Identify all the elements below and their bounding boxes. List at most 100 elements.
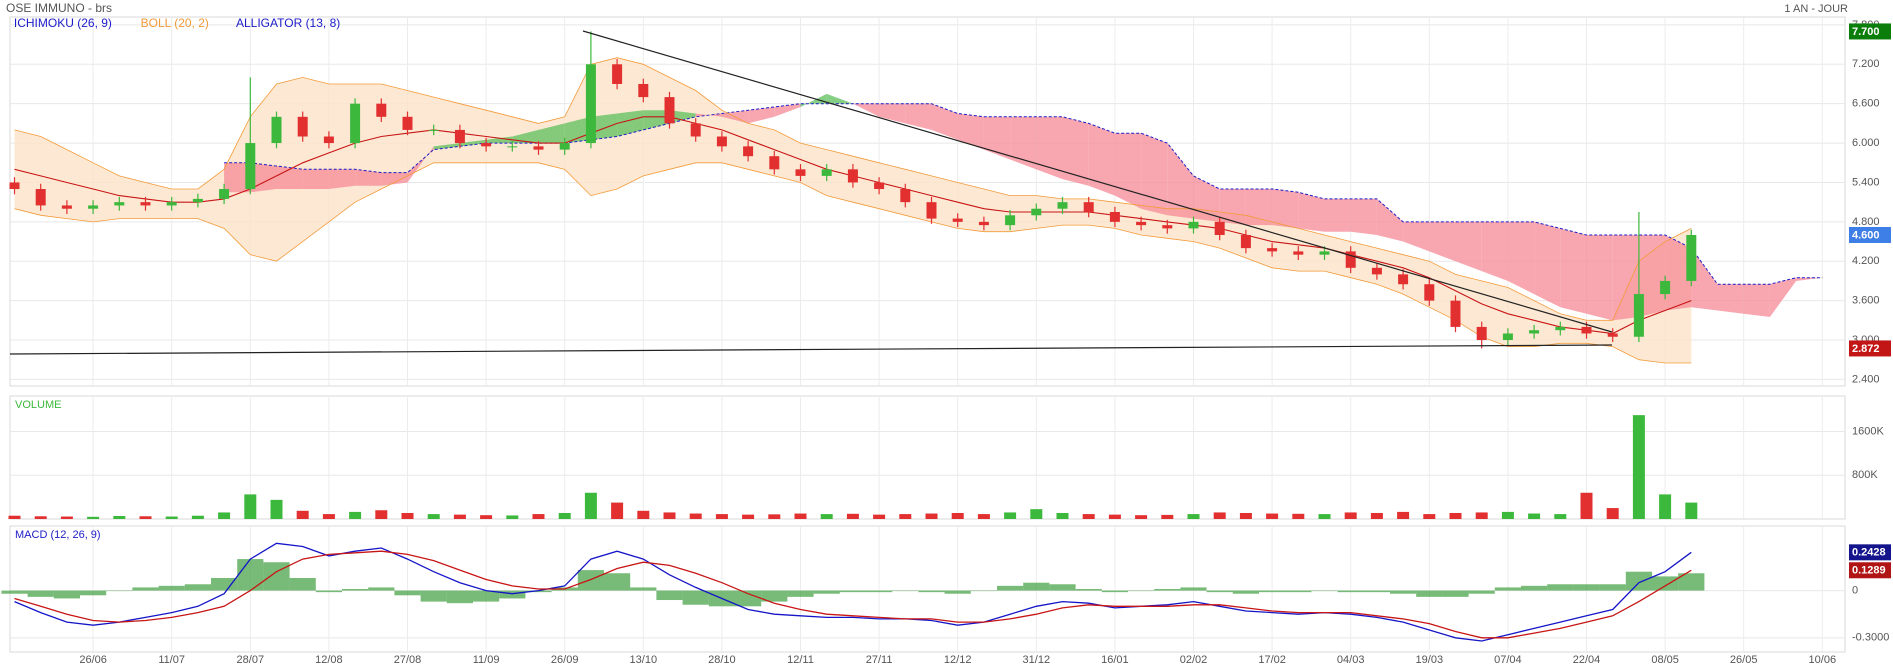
ichimoku-cloud [250, 162, 277, 193]
macd-histogram [315, 590, 342, 593]
candle-body [166, 202, 177, 206]
ichimoku-cloud [1141, 133, 1168, 216]
volume-bar [296, 510, 309, 519]
volume-bar [165, 516, 178, 519]
macd-histogram [1625, 571, 1652, 591]
legend-entry: ICHIMOKU (26, 9) [14, 16, 112, 30]
ichimoku-cloud [564, 116, 591, 144]
y-tick-label: 6.600 [1852, 98, 1880, 110]
volume-bar [1056, 512, 1069, 519]
macd-histogram [1049, 584, 1076, 591]
x-tick-label: 27/08 [394, 654, 422, 666]
candle-body [1267, 248, 1278, 252]
candle-body [1319, 251, 1330, 255]
x-tick-label: 12/08 [315, 654, 343, 666]
candle-body [350, 103, 361, 144]
volume-bar [1449, 512, 1462, 519]
macd-histogram [499, 590, 526, 599]
ichimoku-cloud [748, 106, 775, 124]
macd-line [14, 550, 1692, 639]
ichimoku-cloud [1245, 189, 1273, 226]
candle-body [428, 129, 439, 131]
ichimoku-cloud [1769, 277, 1797, 318]
ichimoku-cloud [355, 169, 382, 186]
ichimoku-cloud [1036, 116, 1063, 180]
volume-bar [1344, 512, 1357, 519]
macd-histogram [132, 587, 159, 591]
macd-histogram [342, 589, 369, 591]
macd-histogram [892, 590, 919, 592]
volume-bar [1423, 514, 1436, 519]
volume-bar [1685, 502, 1698, 519]
period: 1 AN - JOUR [1784, 3, 1848, 15]
y-tick-label: 4.800 [1852, 216, 1880, 228]
volume-bar [139, 516, 152, 519]
ichimoku-cloud [1376, 198, 1404, 242]
candle-body [638, 83, 649, 98]
ichimoku-cloud [879, 103, 906, 124]
candle-body [874, 182, 885, 190]
candle-body [926, 202, 937, 219]
macd-histogram [1363, 590, 1390, 593]
ichimoku-cloud [407, 146, 434, 183]
volume-bar [794, 513, 807, 519]
volume-bar [715, 514, 728, 519]
volume-bar [584, 492, 597, 519]
candle-body [1162, 225, 1173, 229]
macd-histogram [1390, 590, 1417, 594]
volume-bar [1397, 511, 1410, 519]
ichimoku-cloud [1193, 175, 1220, 222]
y-tick-label: 6.000 [1852, 137, 1880, 149]
candle-body [140, 202, 151, 206]
price-flag [1849, 23, 1891, 40]
candle-body [664, 97, 675, 124]
candle-body [690, 123, 701, 137]
macd-histogram [1311, 590, 1338, 592]
candle-body [952, 218, 963, 222]
macd-line [14, 542, 1692, 642]
volume-bar [689, 513, 702, 519]
price-flag [1849, 562, 1891, 579]
candle-body [533, 146, 544, 150]
macd-histogram [1521, 585, 1548, 591]
ichimoku-cloud [1298, 192, 1325, 232]
volume-bar [1108, 514, 1121, 519]
volume-bar [8, 515, 21, 519]
volume-bar [401, 512, 414, 519]
macd-histogram [158, 585, 185, 591]
ichimoku-cloud [512, 129, 539, 144]
macd-histogram [27, 590, 54, 597]
volume-bar [87, 516, 100, 519]
legend-entry: BOLL (20, 2) [141, 16, 209, 30]
trend-line [582, 30, 1613, 333]
x-tick-label: 02/02 [1180, 654, 1208, 666]
volume-bar [1632, 415, 1645, 519]
macd-histogram [80, 590, 107, 596]
macd-histogram [211, 577, 238, 591]
macd-histogram [420, 590, 447, 602]
volume-bar [60, 516, 73, 519]
ichimoku-cloud [1796, 277, 1823, 281]
volume-bar [1266, 513, 1279, 519]
volume-bar [742, 514, 755, 519]
macd-histogram [53, 590, 80, 599]
macd-histogram [997, 585, 1024, 591]
volume-bar [899, 514, 912, 519]
x-tick-label: 28/10 [708, 654, 736, 666]
macd-histogram [787, 590, 814, 597]
y-tick-label: -0.3000 [1852, 632, 1889, 644]
bollinger-lower [14, 162, 1692, 364]
macd-histogram [630, 587, 657, 591]
y-tick-label: 4.200 [1852, 255, 1880, 267]
macd-histogram [970, 590, 997, 592]
volume-bar [768, 514, 781, 519]
y-tick-label: 0 [1852, 584, 1858, 596]
candle-body [219, 189, 230, 199]
volume-bar [480, 515, 493, 519]
x-tick-label: 28/07 [237, 654, 265, 666]
volume-bar [270, 499, 283, 519]
macd-histogram [1285, 590, 1312, 593]
support-line [9, 344, 1613, 355]
macd-histogram [813, 590, 840, 594]
ichimoku-cloud [617, 110, 644, 137]
